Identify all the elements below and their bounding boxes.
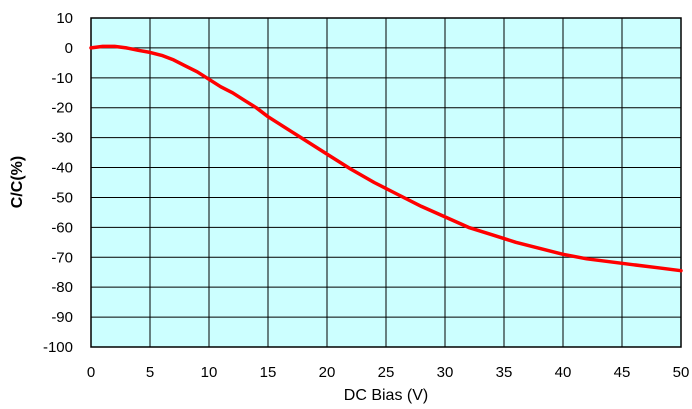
y-tick-label: -40 (51, 160, 73, 177)
y-tick-label: 0 (65, 40, 73, 57)
x-tick-label: 40 (555, 364, 572, 381)
series-group (89, 44, 683, 273)
x-tick-label: 0 (87, 364, 95, 381)
x-tick-label: 15 (260, 364, 277, 381)
y-tick-label: -60 (51, 219, 73, 236)
y-tick-label: -30 (51, 130, 73, 147)
x-tick-label: 45 (614, 364, 631, 381)
x-tick-label: 35 (496, 364, 513, 381)
y-tick-label: -100 (43, 339, 73, 356)
series-line (89, 44, 683, 273)
x-tick-label: 25 (378, 364, 395, 381)
y-axis-label: C/C(%) (9, 156, 26, 208)
y-axis-ticks: 10 0 -10 -20 -30 -40 -50 -60 -70 -80 -90 -100 (43, 10, 73, 356)
x-axis-label: DC Bias (V) (344, 387, 428, 404)
y-tick-label: -80 (51, 279, 73, 296)
y-tick-label: -90 (51, 309, 73, 326)
y-tick-label: -50 (51, 189, 73, 206)
grid-lines (91, 18, 681, 347)
x-axis-ticks: 0 5 10 15 20 25 30 35 40 45 50 (87, 364, 690, 381)
x-tick-label: 5 (146, 364, 154, 381)
y-tick-label: 10 (56, 10, 73, 27)
y-tick-label: -20 (51, 100, 73, 117)
x-tick-label: 10 (201, 364, 218, 381)
y-tick-label: -70 (51, 249, 73, 266)
x-tick-label: 50 (673, 364, 690, 381)
x-tick-label: 20 (319, 364, 336, 381)
x-tick-label: 30 (437, 364, 454, 381)
y-tick-label: -10 (51, 70, 73, 87)
